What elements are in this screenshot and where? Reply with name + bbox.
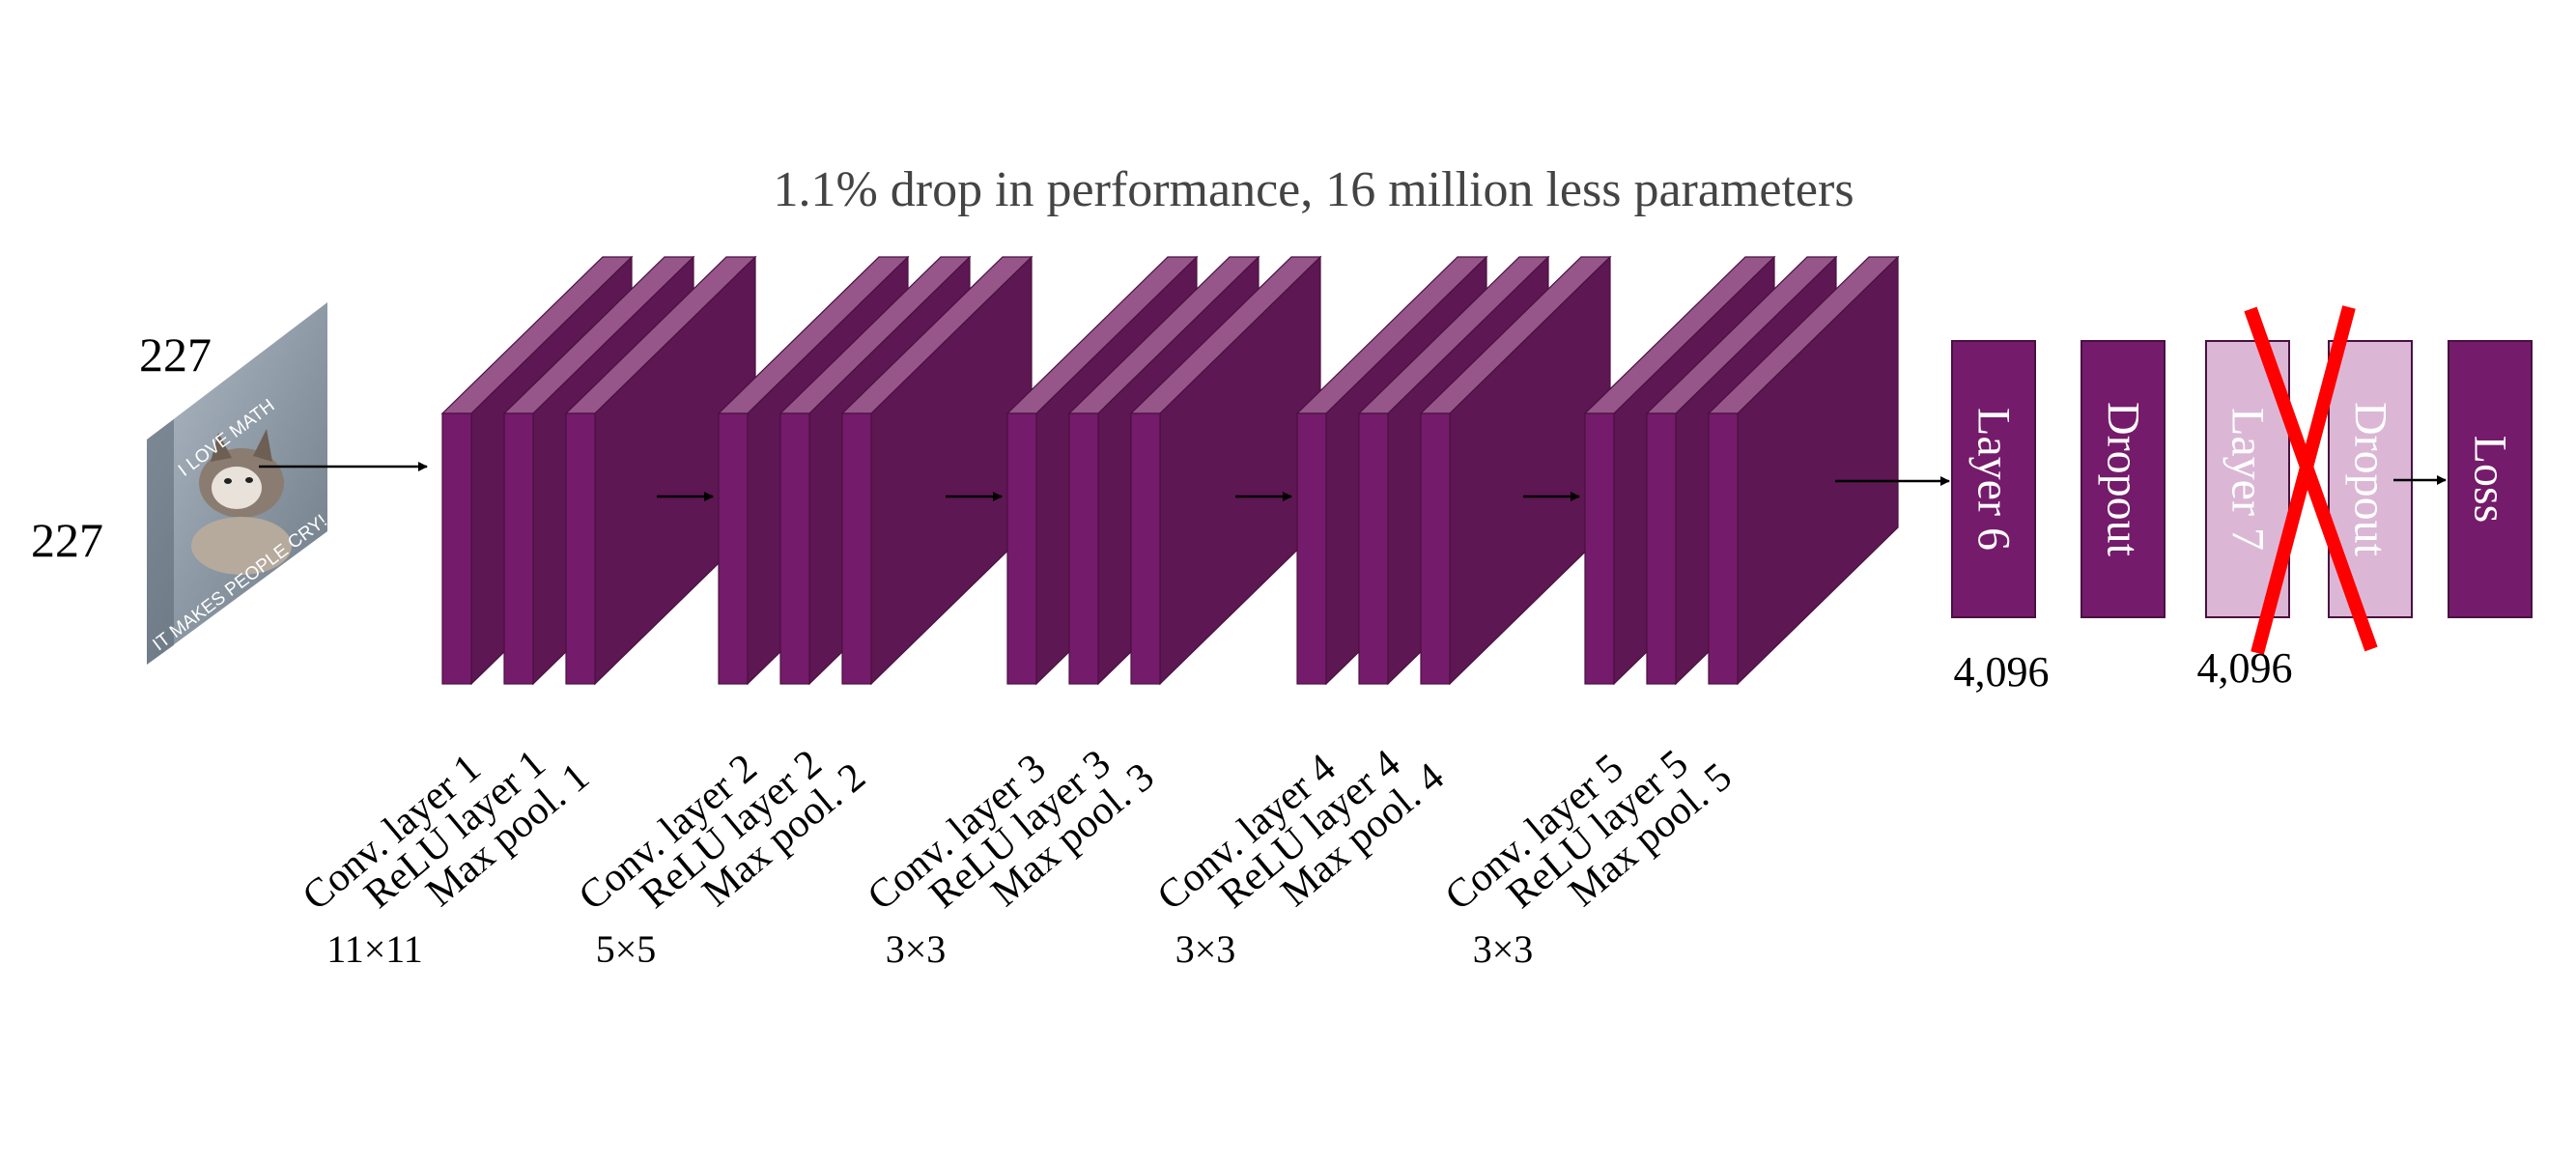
- block-2-slab-3: [840, 255, 1033, 686]
- block-4-kernel: 3×3: [1175, 927, 1236, 971]
- conv-block-5: [1583, 255, 1900, 686]
- fc-label-2: Dropout: [2098, 402, 2149, 557]
- block-4-slab-3: [1419, 255, 1612, 686]
- block-3-slab-3: [1129, 255, 1322, 686]
- layer7-neuron-count: 4,096: [2197, 644, 2293, 692]
- block-1-slab-3: [564, 255, 757, 686]
- conv-block-3: [1005, 255, 1322, 686]
- fc-label-3: Layer 7: [2222, 408, 2274, 551]
- cat-image: [191, 429, 292, 575]
- fc-label-1: Layer 6: [1968, 408, 2020, 551]
- fc-label-5: Loss: [2465, 436, 2516, 524]
- block-5-kernel: 3×3: [1473, 927, 1534, 971]
- conv-stack: [440, 255, 1950, 686]
- conv-block-2: [717, 255, 1033, 686]
- input-height-label: 227: [31, 513, 103, 567]
- fc-loss: Loss: [2448, 340, 2533, 618]
- fc-label-4: Dropout: [2345, 402, 2396, 557]
- fully-connected-layers: Layer 6 Dropout Layer 7 Dropout Loss: [1951, 305, 2533, 655]
- conv-block-4: [1295, 255, 1612, 686]
- block-5-slab-3: [1707, 255, 1900, 686]
- input-width-label: 227: [139, 327, 212, 382]
- removed-cross: [2244, 305, 2378, 655]
- conv-block-1: [440, 255, 757, 686]
- layer6-neuron-count: 4,096: [1954, 648, 2050, 696]
- block-1-kernel: 11×11: [326, 927, 423, 971]
- fc-dropout: Dropout: [2081, 340, 2166, 618]
- fc-layer-6: Layer 6: [1951, 340, 2036, 618]
- diagram-title: 1.1% drop in performance, 16 million les…: [773, 162, 1854, 217]
- block-2-kernel: 5×5: [596, 927, 657, 971]
- block-3-kernel: 3×3: [886, 927, 947, 971]
